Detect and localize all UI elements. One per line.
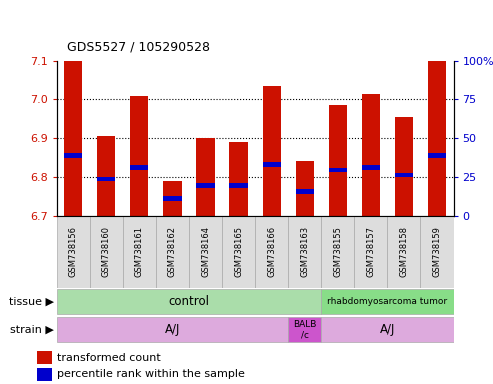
FancyBboxPatch shape (222, 216, 255, 288)
Bar (97, 177, 115, 181)
FancyBboxPatch shape (90, 216, 123, 288)
Bar (64, 153, 82, 158)
Bar (395, 117, 413, 216)
FancyBboxPatch shape (123, 216, 156, 288)
Text: GSM738162: GSM738162 (168, 226, 177, 277)
Bar (97, 136, 115, 216)
FancyBboxPatch shape (57, 289, 321, 314)
FancyBboxPatch shape (321, 216, 354, 288)
Text: percentile rank within the sample: percentile rank within the sample (57, 369, 245, 379)
Bar (296, 161, 314, 216)
Bar (163, 196, 181, 200)
Bar (362, 94, 380, 216)
FancyBboxPatch shape (255, 216, 288, 288)
FancyBboxPatch shape (189, 216, 222, 288)
Bar (196, 183, 214, 188)
Text: GSM738165: GSM738165 (234, 226, 243, 277)
Bar (329, 168, 347, 172)
Bar (263, 162, 281, 167)
Bar (37, 367, 52, 381)
Text: transformed count: transformed count (57, 353, 160, 363)
Bar (428, 61, 446, 216)
Text: A/J: A/J (165, 323, 180, 336)
FancyBboxPatch shape (156, 216, 189, 288)
Text: GSM738155: GSM738155 (333, 226, 342, 277)
Text: strain ▶: strain ▶ (10, 325, 54, 335)
Text: A/J: A/J (380, 323, 395, 336)
Bar (329, 105, 347, 216)
FancyBboxPatch shape (288, 317, 321, 342)
Text: rhabdomyosarcoma tumor: rhabdomyosarcoma tumor (327, 297, 448, 306)
Text: tissue ▶: tissue ▶ (9, 297, 54, 307)
Text: GSM738163: GSM738163 (300, 226, 309, 277)
Bar (230, 142, 247, 216)
Text: control: control (169, 295, 210, 308)
Bar (130, 96, 148, 216)
Text: GSM738161: GSM738161 (135, 226, 144, 277)
FancyBboxPatch shape (321, 289, 454, 314)
FancyBboxPatch shape (354, 216, 387, 288)
Bar (428, 153, 446, 158)
Text: GSM738166: GSM738166 (267, 226, 276, 277)
Text: GSM738159: GSM738159 (432, 226, 442, 277)
Text: GSM738160: GSM738160 (102, 226, 111, 277)
Bar (362, 165, 380, 170)
Text: BALB
/c: BALB /c (293, 320, 317, 339)
Text: GSM738157: GSM738157 (366, 226, 375, 277)
FancyBboxPatch shape (421, 216, 454, 288)
FancyBboxPatch shape (57, 317, 288, 342)
Bar (37, 351, 52, 364)
Bar (296, 189, 314, 194)
Text: GSM738158: GSM738158 (399, 226, 409, 277)
Text: GSM738164: GSM738164 (201, 226, 210, 277)
Text: GSM738156: GSM738156 (69, 226, 78, 277)
Text: GDS5527 / 105290528: GDS5527 / 105290528 (67, 40, 210, 53)
Bar (230, 183, 247, 188)
Bar (130, 165, 148, 170)
FancyBboxPatch shape (288, 216, 321, 288)
Bar (263, 86, 281, 216)
Bar (196, 138, 214, 216)
Bar (163, 181, 181, 216)
FancyBboxPatch shape (321, 317, 454, 342)
Bar (64, 61, 82, 216)
Bar (395, 173, 413, 177)
FancyBboxPatch shape (57, 216, 90, 288)
FancyBboxPatch shape (387, 216, 421, 288)
